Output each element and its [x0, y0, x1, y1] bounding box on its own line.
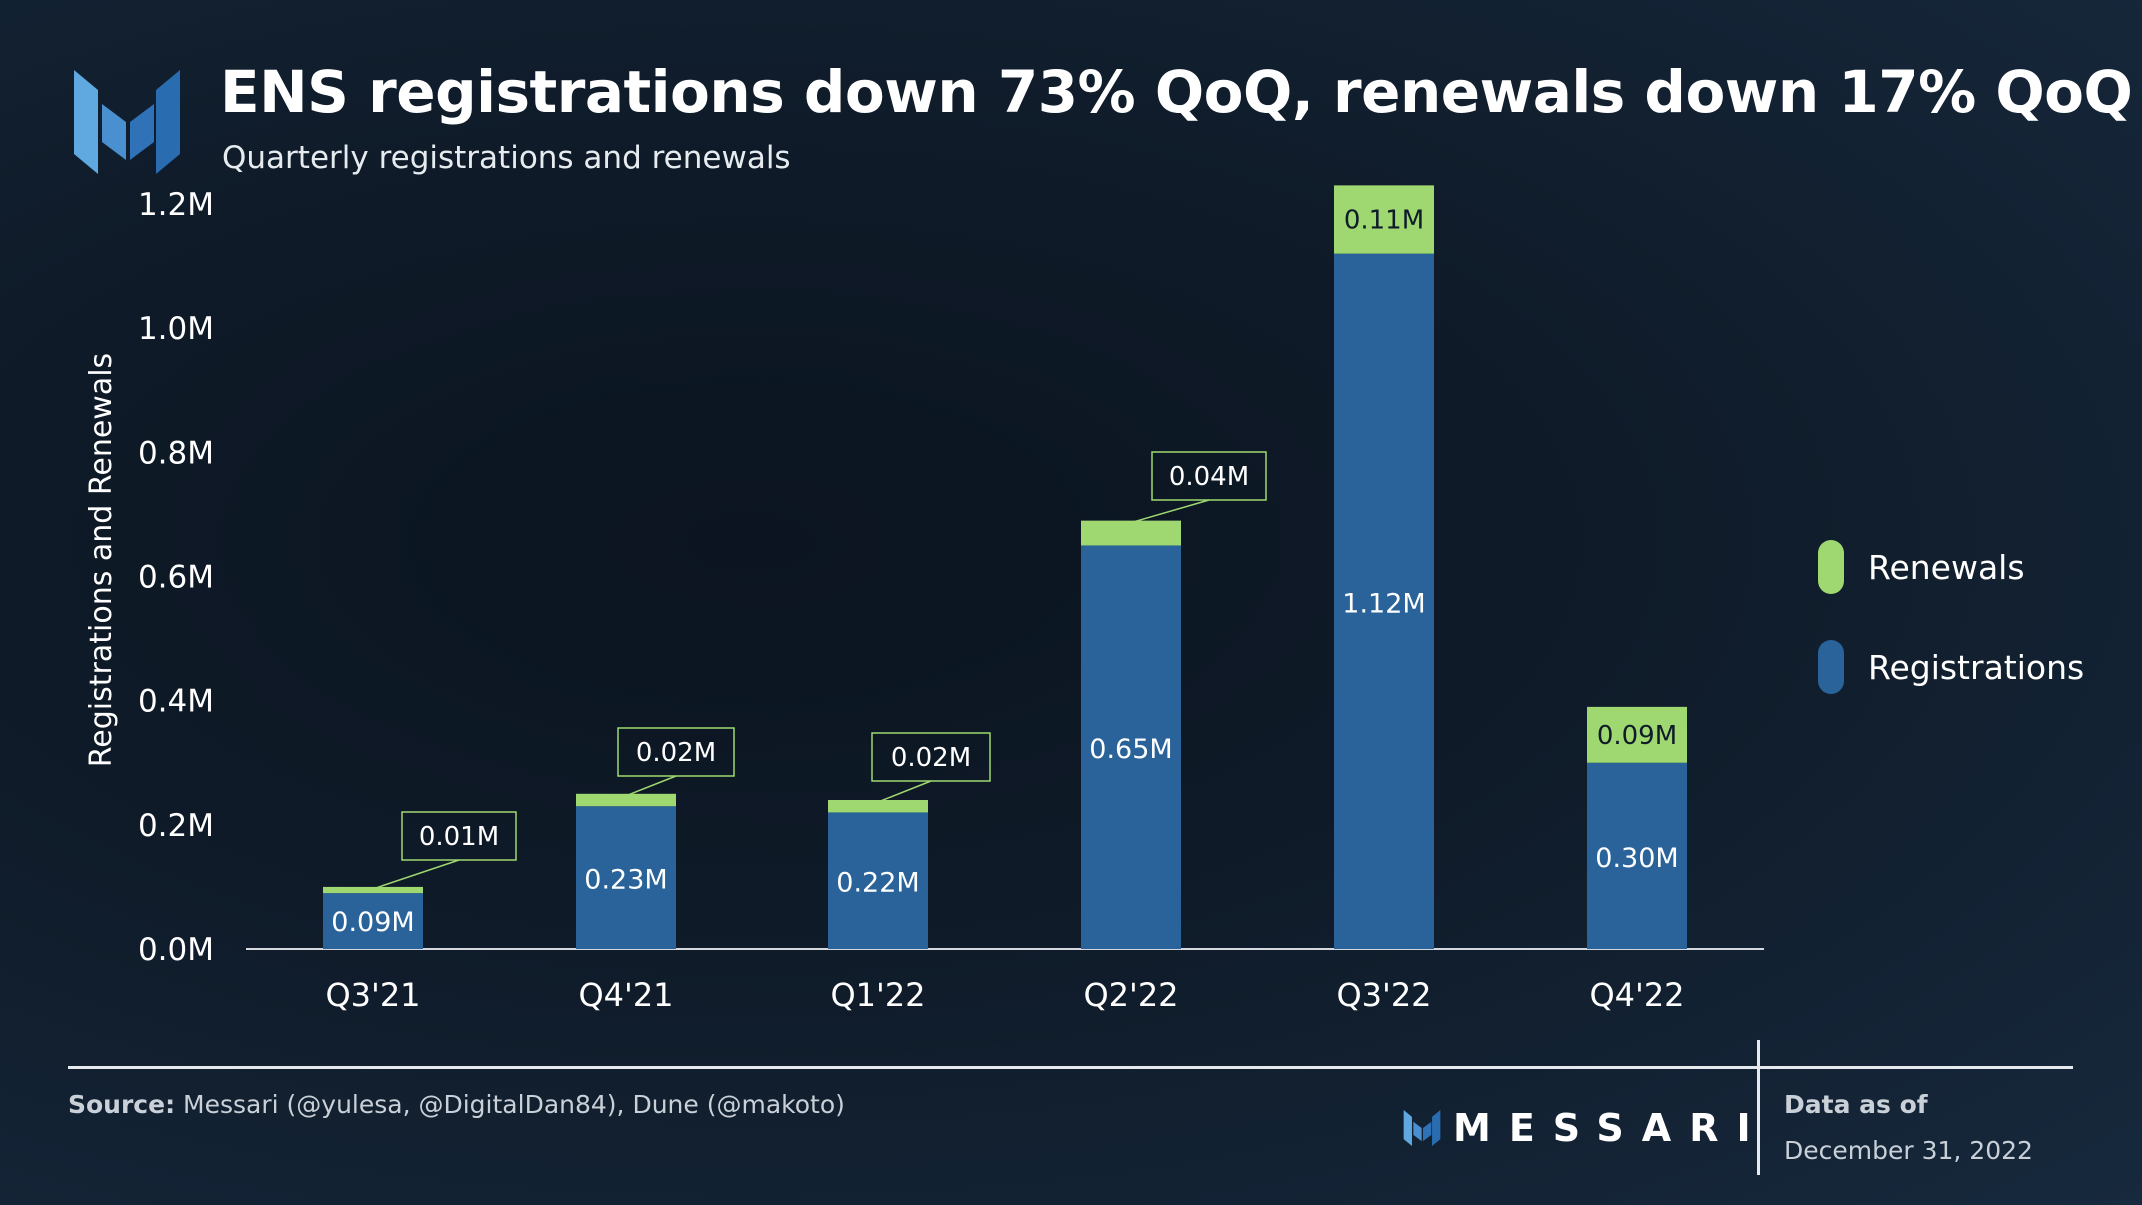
x-tick-label: Q4'21 [578, 976, 673, 1014]
data-as-of-label: Data as of [1784, 1090, 1928, 1119]
legend-item-registrations: Registrations [1818, 640, 2084, 694]
callout-leader-line [625, 775, 677, 797]
x-tick-label: Q2'22 [1083, 976, 1178, 1014]
data-label-registrations: 0.22M [836, 868, 919, 899]
legend-label-registrations: Registrations [1868, 647, 2085, 687]
callout-box [871, 732, 991, 782]
x-tick-label: Q3'22 [1336, 976, 1431, 1014]
data-label-registrations: 0.23M [584, 865, 667, 896]
callout-leader-line [877, 780, 932, 803]
y-tick-label: 0.6M [138, 560, 214, 596]
brand-wordmark: MESSARI [1453, 1106, 1769, 1150]
bar-registrations [1587, 762, 1687, 949]
bar-renewals [1081, 520, 1181, 546]
footer-divider-line [68, 1066, 2073, 1069]
bar-renewals [1587, 706, 1687, 763]
bars-group: 0.09M 0.01M 0.23M 0.02M 0.22M 0.02M 0.65M 0.04M… [323, 185, 1687, 949]
data-label-registrations: 0.30M [1595, 843, 1678, 874]
bar-renewals [828, 800, 928, 813]
y-tick-label: 0.0M [138, 932, 214, 968]
y-axis-title: Registrations and Renewals [84, 353, 119, 767]
data-label-renewals: 0.04M [1169, 462, 1249, 492]
y-tick-label: 1.0M [138, 311, 214, 347]
bar-registrations [323, 893, 423, 949]
y-tick-label: 1.2M [138, 187, 214, 223]
callout-box [401, 811, 517, 861]
y-axis-ticks: 0.0M 0.2M 0.4M 0.6M 0.8M 1.0M 1.2M [138, 187, 214, 968]
source-prefix: Source: [68, 1090, 176, 1119]
x-tick-label: Q4'22 [1589, 976, 1684, 1014]
footer-vertical-divider [1757, 1040, 1760, 1175]
y-tick-label: 0.8M [138, 435, 214, 471]
data-label-registrations: 0.65M [1089, 734, 1172, 765]
x-tick-label: Q1'22 [830, 976, 925, 1014]
source-text: Messari (@yulesa, @DigitalDan84), Dune (… [175, 1090, 845, 1119]
x-tick-label: Q3'21 [325, 976, 420, 1014]
bar-renewals [576, 793, 676, 807]
legend-swatch-registrations [1818, 640, 1844, 694]
legend-swatch-renewals [1818, 540, 1844, 594]
y-axis-title-group: Registrations and Renewals [84, 353, 119, 767]
bar-renewals [323, 886, 423, 894]
bar-registrations [828, 812, 928, 949]
callout-box [617, 727, 735, 777]
data-label-registrations: 1.12M [1342, 588, 1425, 619]
callout-leader-line [372, 859, 460, 890]
messari-logo-icon [74, 70, 180, 174]
source-note: Source: Messari (@yulesa, @DigitalDan84)… [68, 1090, 845, 1119]
page-subtitle: Quarterly registrations and renewals [222, 140, 791, 176]
data-label-renewals: 0.02M [636, 738, 716, 768]
page-title: ENS registrations down 73% QoQ, renewals… [220, 58, 2133, 126]
y-tick-label: 0.4M [138, 684, 214, 720]
callout-box [1151, 451, 1267, 501]
data-label-renewals: 0.09M [1597, 721, 1677, 751]
data-date: December 31, 2022 [1784, 1136, 2033, 1165]
x-axis-ticks: Q3'21 Q4'21 Q1'22 Q2'22 Q3'22 Q4'22 [325, 976, 1684, 1014]
data-label-renewals: 0.02M [891, 743, 971, 773]
bar-renewals [1334, 185, 1434, 254]
bar-registrations [1081, 545, 1181, 949]
legend-label-renewals: Renewals [1868, 547, 2025, 587]
bar-registrations [576, 806, 676, 949]
y-tick-label: 0.2M [138, 808, 214, 844]
messari-small-logo-icon [1403, 1110, 1441, 1146]
data-label-renewals: 0.11M [1344, 206, 1424, 236]
legend-item-renewals: Renewals [1818, 540, 2025, 594]
data-label-registrations: 0.09M [331, 907, 414, 938]
data-label-renewals: 0.01M [419, 822, 499, 852]
messari-brand: MESSARI [1403, 1106, 1769, 1150]
bar-registrations [1334, 253, 1434, 949]
callout-leader-line [1130, 499, 1210, 524]
